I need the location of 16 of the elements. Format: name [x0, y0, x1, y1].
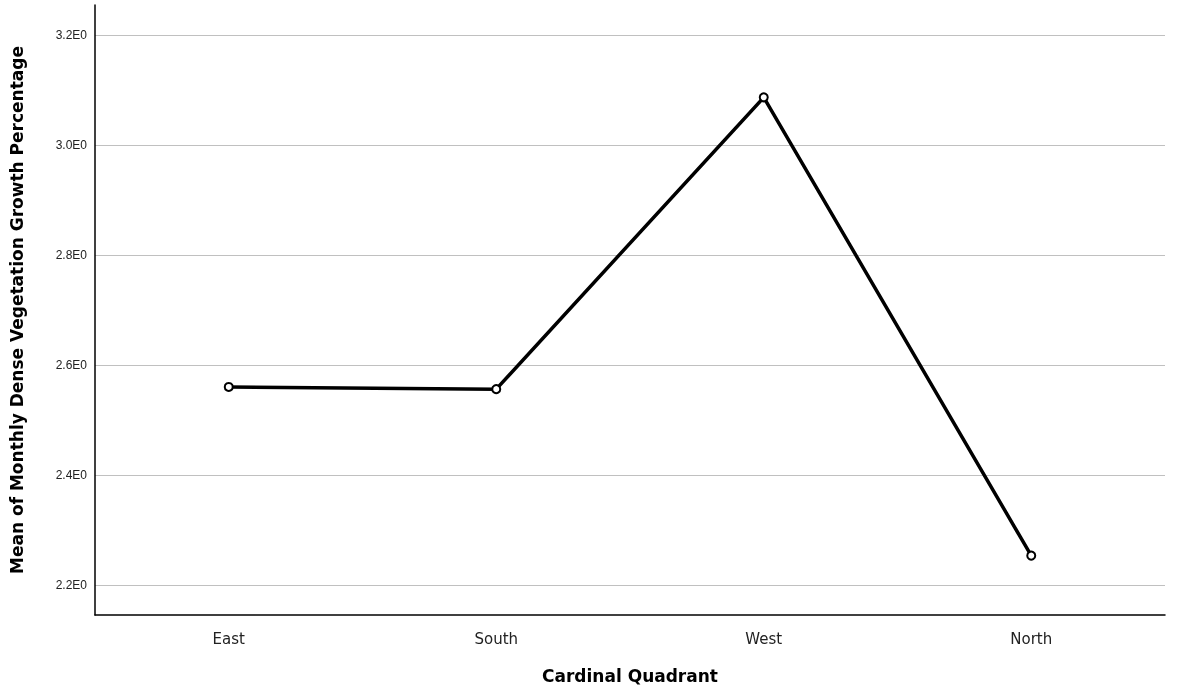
y-tick-label: 2.8E0 [55, 248, 88, 263]
y-tick-label: 3.0E0 [55, 138, 88, 153]
point [491, 384, 502, 395]
x-tick-label: West [745, 629, 783, 648]
y-tick-label: 2.4E0 [55, 467, 88, 482]
point [1026, 550, 1037, 561]
x-axis-title: Cardinal Quadrant [542, 665, 718, 686]
point [223, 381, 234, 392]
x-tick-label: North [1010, 629, 1053, 648]
x-tick-label: South [474, 629, 519, 648]
y-tick-label: 3.2E0 [55, 28, 88, 43]
x-tick-label: East [212, 629, 246, 648]
y-tick-label: 2.6E0 [55, 357, 88, 372]
point [758, 92, 769, 103]
y-tick-label: 2.2E0 [55, 577, 88, 592]
y-axis-title: Mean of Monthly Dense Vegetation Growth Percentage [6, 46, 27, 574]
